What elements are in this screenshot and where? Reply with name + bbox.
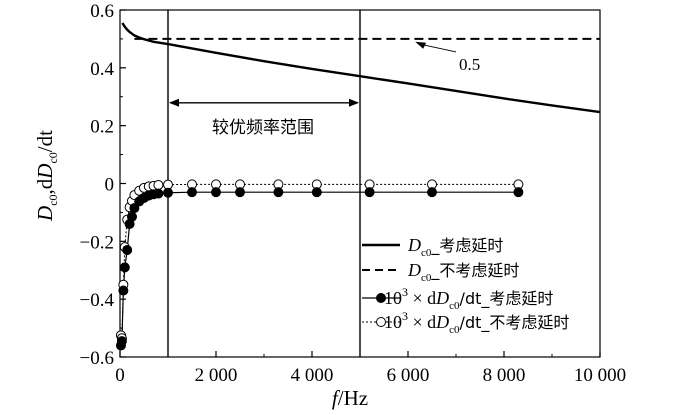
legend-subscript: c0 (421, 272, 432, 284)
data-point-filled (116, 336, 127, 347)
legend-suffix: _不考虑延时 (430, 261, 519, 281)
data-point-filled (211, 187, 221, 198)
legend-symbol: D (407, 260, 421, 280)
series-line-dc0-delay (121, 22, 601, 114)
legend-suffix: /dt_不考虑延时 (460, 313, 570, 333)
data-point-open (153, 179, 164, 190)
series-group (115, 22, 601, 351)
legend-superscript: 3 (402, 309, 408, 323)
y-tick-label: 0 (105, 175, 115, 196)
data-point-filled (127, 211, 137, 222)
y-tick-label: 0.2 (90, 117, 114, 138)
legend-suffix: _考虑延时 (430, 236, 503, 256)
y-axis-title-sep: ,d (33, 178, 57, 194)
x-axis-title-var: f (332, 386, 341, 410)
legend-subscript: c0 (449, 300, 460, 312)
legend-mid: × d (408, 312, 436, 332)
legend-mid: × d (408, 288, 436, 308)
y-axis-title: Dc0,dDc0/dt (33, 130, 60, 222)
x-tick-label: 4 000 (291, 365, 334, 386)
y-axis-title-subscript-2: c0 (46, 152, 60, 163)
y-tick-label: 0.4 (90, 59, 114, 80)
data-point-filled (311, 187, 322, 198)
legend-symbol: D (435, 312, 449, 332)
y-tick-label: −0.4 (80, 290, 115, 311)
legend-prefix: 10 (384, 312, 402, 332)
legend-label: 103 × dDc0/dt_不考虑延时 (384, 309, 569, 336)
series-line-derivative-no-delay (120, 183, 519, 339)
data-point-filled (187, 187, 197, 198)
legend-symbol: D (435, 288, 449, 308)
y-tick-label: 0.6 (90, 1, 114, 22)
data-point-filled (427, 187, 437, 198)
y-axis-title-symbol-2: D (33, 164, 57, 180)
data-point-filled (273, 187, 284, 198)
data-point-filled (235, 187, 245, 198)
data-point-filled (364, 187, 375, 198)
legend-marker-filled (376, 293, 386, 303)
data-point-filled (513, 187, 524, 198)
legend-label: Dc0_不考虑延时 (407, 260, 519, 284)
data-point-filled (118, 285, 129, 296)
legend-label: 103 × dDc0/dt_考虑延时 (384, 285, 553, 312)
legend-marker-open (376, 317, 386, 327)
range-arrow-head-right (349, 98, 359, 107)
data-point-filled (163, 187, 173, 198)
legend-subscript: c0 (449, 324, 460, 336)
range-label: 较优频率范围 (212, 118, 314, 138)
data-point-filled (122, 245, 133, 256)
x-tick-label: 0 (115, 365, 125, 386)
range-arrow-head-left (169, 98, 179, 107)
legend-superscript: 3 (402, 285, 408, 299)
value-pointer-head (415, 41, 427, 49)
x-tick-label: 2 000 (195, 365, 238, 386)
x-tick-label: 8 000 (483, 365, 526, 386)
data-point-filled (119, 262, 130, 273)
annotations: 较优频率范围 0.5 (169, 41, 480, 138)
legend-subscript: c0 (421, 247, 432, 259)
y-tick-label: −0.6 (80, 348, 114, 369)
x-axis-title-unit: /Hz (338, 386, 368, 410)
legend-suffix: /dt_考虑延时 (460, 289, 554, 309)
value-label: 0.5 (459, 55, 480, 74)
x-tick-label: 10 000 (574, 365, 626, 386)
data-point-filled (129, 203, 140, 214)
legend-symbol: D (407, 235, 421, 255)
y-axis-title-unit: /dt (33, 130, 57, 152)
y-axis-title-subscript: c0 (46, 194, 60, 205)
x-axis-title: f/Hz (332, 386, 368, 410)
x-tick-label: 6 000 (387, 365, 430, 386)
data-point-filled (153, 188, 164, 199)
y-tick-label: −0.2 (80, 232, 114, 253)
legend-label: Dc0_考虑延时 (407, 235, 503, 259)
legend-prefix: 10 (384, 288, 402, 308)
y-axis-title-symbol: D (33, 206, 57, 222)
value-pointer-line (423, 44, 457, 53)
